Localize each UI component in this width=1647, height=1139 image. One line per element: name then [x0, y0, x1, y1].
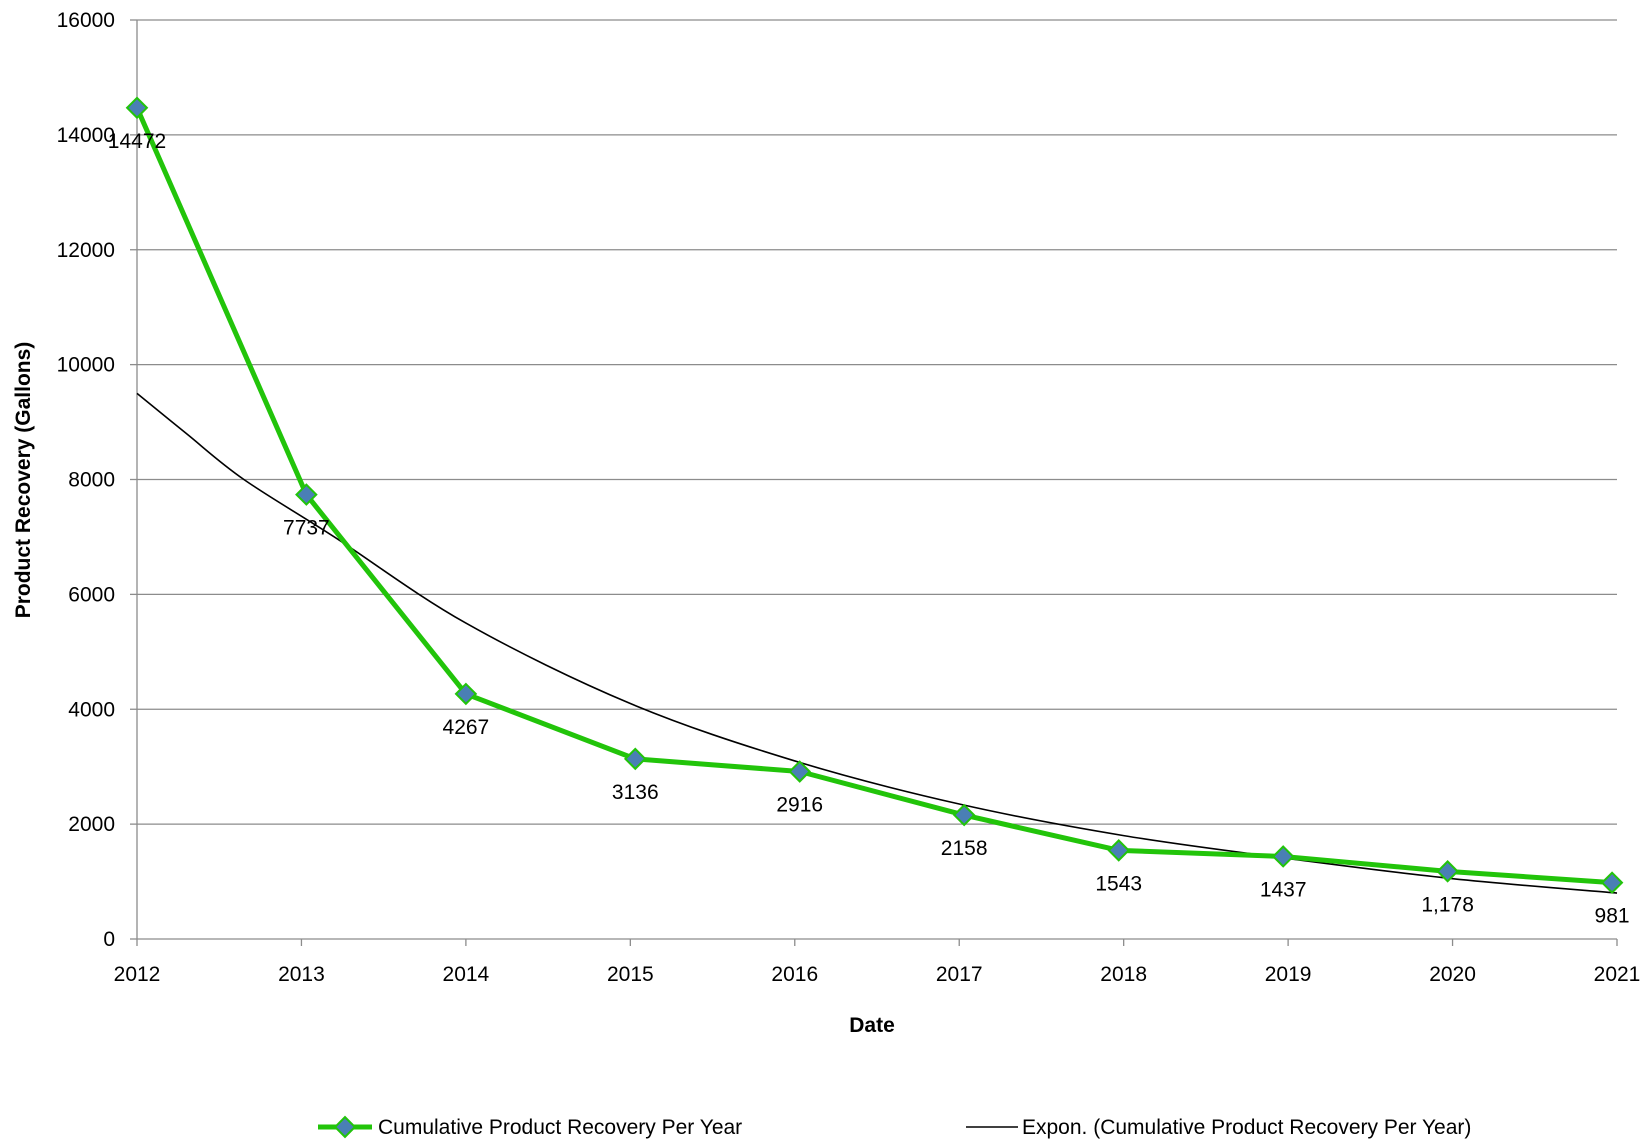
- data-labels: 14472 7737 4267 3136 2916 2158 1543 1437 1,178 98…: [108, 130, 1630, 928]
- y-tick-label-12000: 12000: [57, 239, 115, 262]
- y-axis-title: Product Recovery (Gallons): [12, 342, 35, 619]
- legend-label-cumulative: Cumulative Product Recovery Per Year: [378, 1116, 742, 1139]
- x-tick-label-2018: 2018: [1100, 963, 1147, 986]
- trendline-series: [136, 392, 1618, 894]
- legend-swatch-cumulative-marker: [333, 1115, 357, 1139]
- series-line-cumulative: [134, 106, 1613, 886]
- y-tick-label-16000: 16000: [57, 9, 115, 32]
- y-tick-label-0: 0: [103, 928, 115, 951]
- data-point-8: [1436, 860, 1459, 883]
- y-tick-label-6000: 6000: [68, 583, 115, 606]
- y-tick-label-8000: 8000: [68, 469, 115, 492]
- x-tick-label-2014: 2014: [443, 963, 490, 986]
- data-label-9: 981: [1595, 905, 1630, 928]
- x-tick-label-2016: 2016: [771, 963, 818, 986]
- data-label-5: 2158: [941, 837, 988, 860]
- data-point-0: [125, 96, 149, 120]
- data-point-6: [1107, 839, 1131, 862]
- x-tick-label-2019: 2019: [1265, 963, 1312, 986]
- x-tick-label-2012: 2012: [114, 963, 161, 986]
- legend-label-expon: Expon. (Cumulative Product Recovery Per …: [1022, 1116, 1471, 1139]
- data-label-7: 1437: [1260, 878, 1307, 901]
- main-series: [125, 96, 1624, 894]
- data-point-5: [952, 803, 976, 827]
- data-point-9: [1600, 871, 1624, 894]
- x-tick-label-2013: 2013: [278, 963, 325, 986]
- legend-item-expon: Expon. (Cumulative Product Recovery Per …: [966, 1116, 1471, 1139]
- y-tick-label-4000: 4000: [68, 698, 115, 721]
- x-tick-label-2015: 2015: [607, 963, 654, 986]
- data-point-3: [623, 747, 647, 771]
- y-tick-label-10000: 10000: [57, 354, 115, 377]
- x-tick-label-2017: 2017: [936, 963, 983, 986]
- data-point-7: [1271, 845, 1295, 868]
- axes: [136, 20, 1618, 946]
- x-tick-label-2021: 2021: [1594, 963, 1641, 986]
- data-label-0: 14472: [108, 130, 166, 153]
- legend-item-cumulative: Cumulative Product Recovery Per Year: [318, 1115, 742, 1139]
- x-tick-labels: 2012 2013 2014 2015 2016 2017 2018 2019 2020 2021: [114, 963, 1641, 986]
- data-label-4: 2916: [776, 794, 823, 817]
- x-tick-label-2020: 2020: [1429, 963, 1476, 986]
- data-point-4: [788, 760, 812, 783]
- legend: Cumulative Product Recovery Per Year Exp…: [318, 1115, 1471, 1139]
- gridlines: [130, 19, 1617, 940]
- data-label-1: 7737: [283, 517, 330, 540]
- y-tick-label-14000: 14000: [57, 124, 115, 147]
- y-tick-label-2000: 2000: [68, 813, 115, 836]
- data-label-8: 1,178: [1421, 893, 1474, 916]
- data-label-6: 1543: [1095, 872, 1142, 895]
- data-label-2: 4267: [443, 716, 490, 739]
- data-label-3: 3136: [612, 781, 659, 804]
- data-point-2: [454, 682, 478, 706]
- trendline-path: [136, 392, 1618, 894]
- data-point-1: [295, 483, 318, 506]
- x-axis-title: Date: [849, 1014, 895, 1037]
- y-tick-labels: 0 2000 4000 6000 8000 10000 12000 14000 16000: [57, 9, 115, 951]
